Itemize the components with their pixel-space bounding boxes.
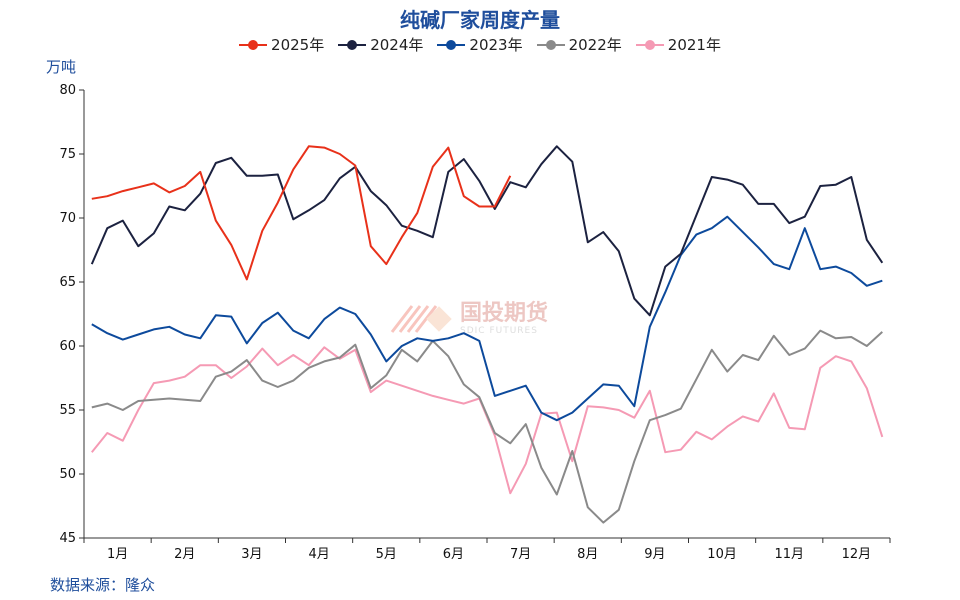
legend-label-2025: 2025年 <box>271 36 325 54</box>
y-tick-label: 75 <box>59 147 76 162</box>
legend-item-2021: 2021年 <box>635 34 721 55</box>
legend-label-2021: 2021年 <box>667 36 721 54</box>
watermark-text-en: SDIC FUTURES <box>460 326 538 336</box>
x-tick-label: 5月 <box>376 547 397 562</box>
y-tick-label: 50 <box>59 467 76 482</box>
x-tick-label: 11月 <box>774 547 804 562</box>
legend-item-2024: 2024年 <box>338 34 423 55</box>
series-line-2022 <box>91 329 883 524</box>
x-tick-label: 4月 <box>308 547 329 562</box>
legend-swatch-2025 <box>239 38 268 52</box>
watermark: 国投期货 SDIC FUTURES <box>390 302 548 336</box>
y-tick-label: 65 <box>59 275 76 290</box>
x-tick-label: 9月 <box>644 547 665 562</box>
y-axis-unit-label: 万吨 <box>46 58 77 76</box>
x-tick-label: 12月 <box>842 547 872 562</box>
legend-swatch-2024 <box>338 38 367 52</box>
series-lines <box>90 145 884 524</box>
x-tick-label: 6月 <box>443 547 464 562</box>
series-line-2023 <box>91 215 883 422</box>
y-tick-label: 70 <box>59 211 76 226</box>
axes: 45 50 55 60 65 70 75 80 1月 2月 3月 4月 5月 6月 7月 8月 9月 10月 11月… <box>59 83 891 562</box>
y-tick-label: 55 <box>59 403 76 418</box>
y-tick-label: 80 <box>59 83 76 98</box>
series-line-2024 <box>90 145 884 317</box>
watermark-logo-icon <box>390 305 452 333</box>
x-tick-label: 3月 <box>241 547 262 562</box>
y-tick-label: 45 <box>59 531 76 546</box>
series-line-2025 <box>91 145 512 281</box>
x-tick-label: 2月 <box>174 547 195 562</box>
x-tick-label: 10月 <box>707 547 737 562</box>
legend-label-2023: 2023年 <box>469 36 523 54</box>
x-tick-label: 1月 <box>107 547 128 562</box>
legend-swatch-2023 <box>437 38 466 52</box>
watermark-text-cn: 国投期货 <box>460 301 549 326</box>
source-note: 数据来源：隆众 <box>50 576 156 594</box>
x-tick-label: 7月 <box>510 547 531 562</box>
legend-swatch-2022 <box>536 38 565 52</box>
legend-item-2023: 2023年 <box>437 34 523 55</box>
x-tick-label: 8月 <box>577 547 598 562</box>
legend-swatch-2021 <box>635 38 664 52</box>
legend-item-2025: 2025年 <box>239 34 324 55</box>
y-tick-label: 60 <box>59 339 76 354</box>
legend-item-2022: 2022年 <box>536 34 622 55</box>
legend-label-2022: 2022年 <box>568 36 622 54</box>
chart-title: 纯碱厂家周度产量 <box>400 8 560 32</box>
legend: 2025年 2024年 2023年 2022年 2021年 <box>0 34 960 55</box>
legend-label-2024: 2024年 <box>370 36 424 54</box>
